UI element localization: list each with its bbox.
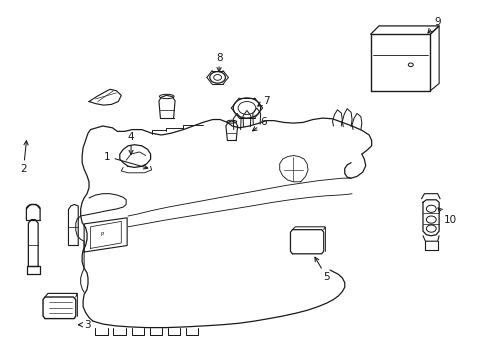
Text: 5: 5	[314, 257, 329, 282]
Text: 3: 3	[78, 320, 90, 330]
Text: P: P	[100, 231, 103, 237]
Text: 8: 8	[215, 53, 222, 72]
Text: 2: 2	[20, 141, 28, 174]
Text: 4: 4	[127, 132, 134, 154]
Text: 9: 9	[427, 17, 440, 33]
Text: 7: 7	[257, 96, 269, 106]
Text: 1: 1	[104, 152, 147, 169]
Text: 10: 10	[437, 208, 455, 225]
Text: 6: 6	[252, 117, 267, 131]
